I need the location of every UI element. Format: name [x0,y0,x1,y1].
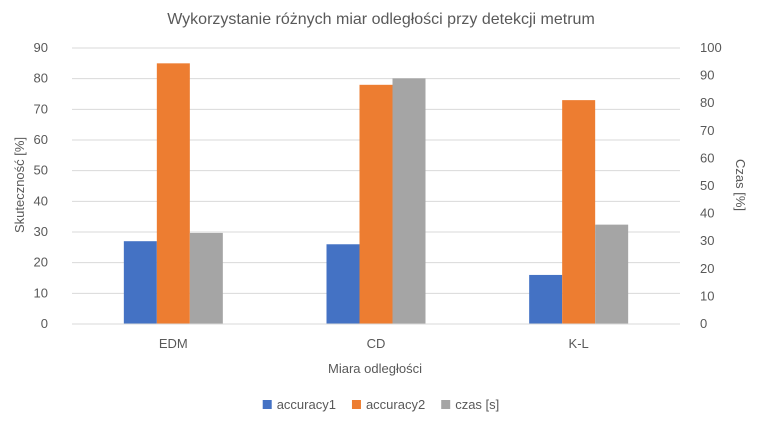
x-axis-label: Miara odległości [328,361,422,376]
chart-title: Wykorzystanie różnych miar odległości pr… [167,11,595,28]
bar-accuracy1-k-l [529,274,563,324]
y-tick-label: 40 [34,193,48,208]
legend-swatch [351,400,361,409]
y-tick-label: 30 [34,224,48,239]
bar-czas-s-k-l [595,224,629,324]
bar-accuracy2-edm [156,63,190,324]
y2-axis-label: Czas [%] [733,159,748,211]
bar-czas-s-cd [392,78,426,324]
y-tick-label: 80 [34,71,48,86]
bar-accuracy1-edm [123,241,157,324]
y2-tick-label: 80 [700,95,714,110]
y-tick-label: 20 [34,255,48,270]
bar-accuracy2-k-l [562,100,596,324]
y-tick-label: 10 [34,285,48,300]
legend-item: czas [s] [441,397,499,412]
legend: accuracy1 accuracy2 czas [s] [262,397,499,412]
legend-swatch [441,400,451,409]
y2-tick-label: 50 [700,178,714,193]
legend-label: czas [s] [455,397,499,412]
y-tick-label: 0 [41,316,48,331]
legend-item: accuracy1 [262,397,336,412]
y2-tick-label: 100 [700,40,722,55]
x-tick-label: K-L [569,336,589,351]
x-tick-label: EDM [159,336,188,351]
x-tick-label: CD [367,336,386,351]
axes: 0 10 20 30 40 50 60 70 80 90 0 10 20 30 40 50 60 70 80 90 10… [34,40,722,351]
y2-tick-label: 30 [700,233,714,248]
y-tick-label: 90 [34,40,48,55]
y2-tick-label: 60 [700,150,714,165]
bar-accuracy2-cd [359,84,393,324]
y2-tick-label: 20 [700,261,714,276]
y-tick-label: 70 [34,101,48,116]
y2-tick-label: 0 [700,316,707,331]
bar-accuracy1-cd [326,244,360,324]
y2-tick-label: 70 [700,123,714,138]
y-tick-label: 50 [34,163,48,178]
legend-item: accuracy2 [351,397,425,412]
bar-czas-s-edm [189,232,223,324]
y2-tick-label: 10 [700,288,714,303]
y-axis-label: Skuteczność [%] [12,137,27,233]
bars [123,63,629,324]
y2-tick-label: 90 [700,68,714,83]
legend-label: accuracy1 [277,397,336,412]
legend-swatch [262,400,272,409]
legend-label: accuracy2 [366,397,425,412]
y-tick-label: 60 [34,132,48,147]
y2-tick-label: 40 [700,206,714,221]
